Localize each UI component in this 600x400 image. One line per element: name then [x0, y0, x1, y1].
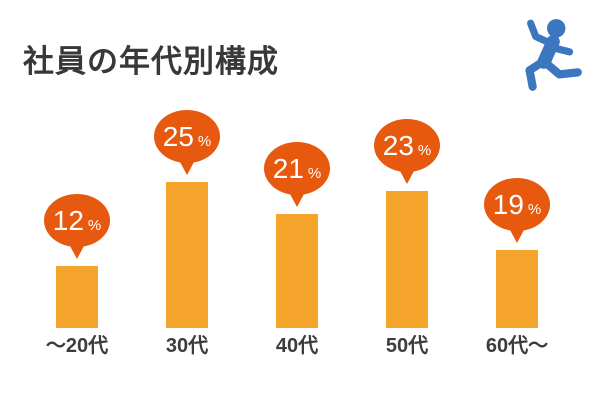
bubble-value: 25: [162, 120, 194, 152]
bubble-text: 25%: [162, 120, 212, 152]
bubble-text: 23%: [382, 129, 432, 161]
value-bubble: 23%: [374, 119, 440, 172]
bar: [386, 191, 428, 328]
chart-column: 21% 40代: [242, 0, 352, 358]
bubble-text: 19%: [492, 188, 542, 220]
bar: [166, 182, 208, 328]
category-label: 40代: [275, 335, 319, 357]
value-bubble: 21%: [264, 142, 330, 195]
page-title: 社員の年代別構成: [23, 44, 279, 79]
bubble-unit: %: [417, 141, 432, 159]
bubble-value: 12: [52, 204, 84, 236]
category-label: 60代〜: [485, 335, 549, 357]
category-label: 30代: [165, 335, 209, 357]
bar: [496, 250, 538, 328]
bar-chart: 12% 〜20代 25% 30代 21% 40代 23% 50代: [22, 0, 572, 358]
bubble-unit: %: [527, 200, 542, 218]
chart-column: 23% 50代: [352, 0, 462, 358]
value-bubble: 12%: [44, 194, 110, 247]
bubble-unit: %: [87, 216, 102, 234]
bar: [276, 214, 318, 328]
bubble-text: 12%: [52, 204, 102, 236]
bubble-text: 21%: [272, 152, 322, 184]
category-label: 50代: [385, 335, 429, 357]
bubble-value: 21: [272, 152, 304, 184]
category-label: 〜20代: [45, 335, 109, 357]
value-bubble: 25%: [154, 110, 220, 163]
bubble-value: 23: [382, 129, 414, 161]
bubble-unit: %: [197, 132, 212, 150]
bubble-value: 19: [492, 188, 524, 220]
chart-column: 19% 60代〜: [462, 0, 572, 358]
running-person-icon: [510, 16, 584, 98]
bubble-unit: %: [307, 164, 322, 182]
chart-column: 12% 〜20代: [22, 0, 132, 358]
chart-column: 25% 30代: [132, 0, 242, 358]
bar: [56, 266, 98, 328]
value-bubble: 19%: [484, 178, 550, 231]
